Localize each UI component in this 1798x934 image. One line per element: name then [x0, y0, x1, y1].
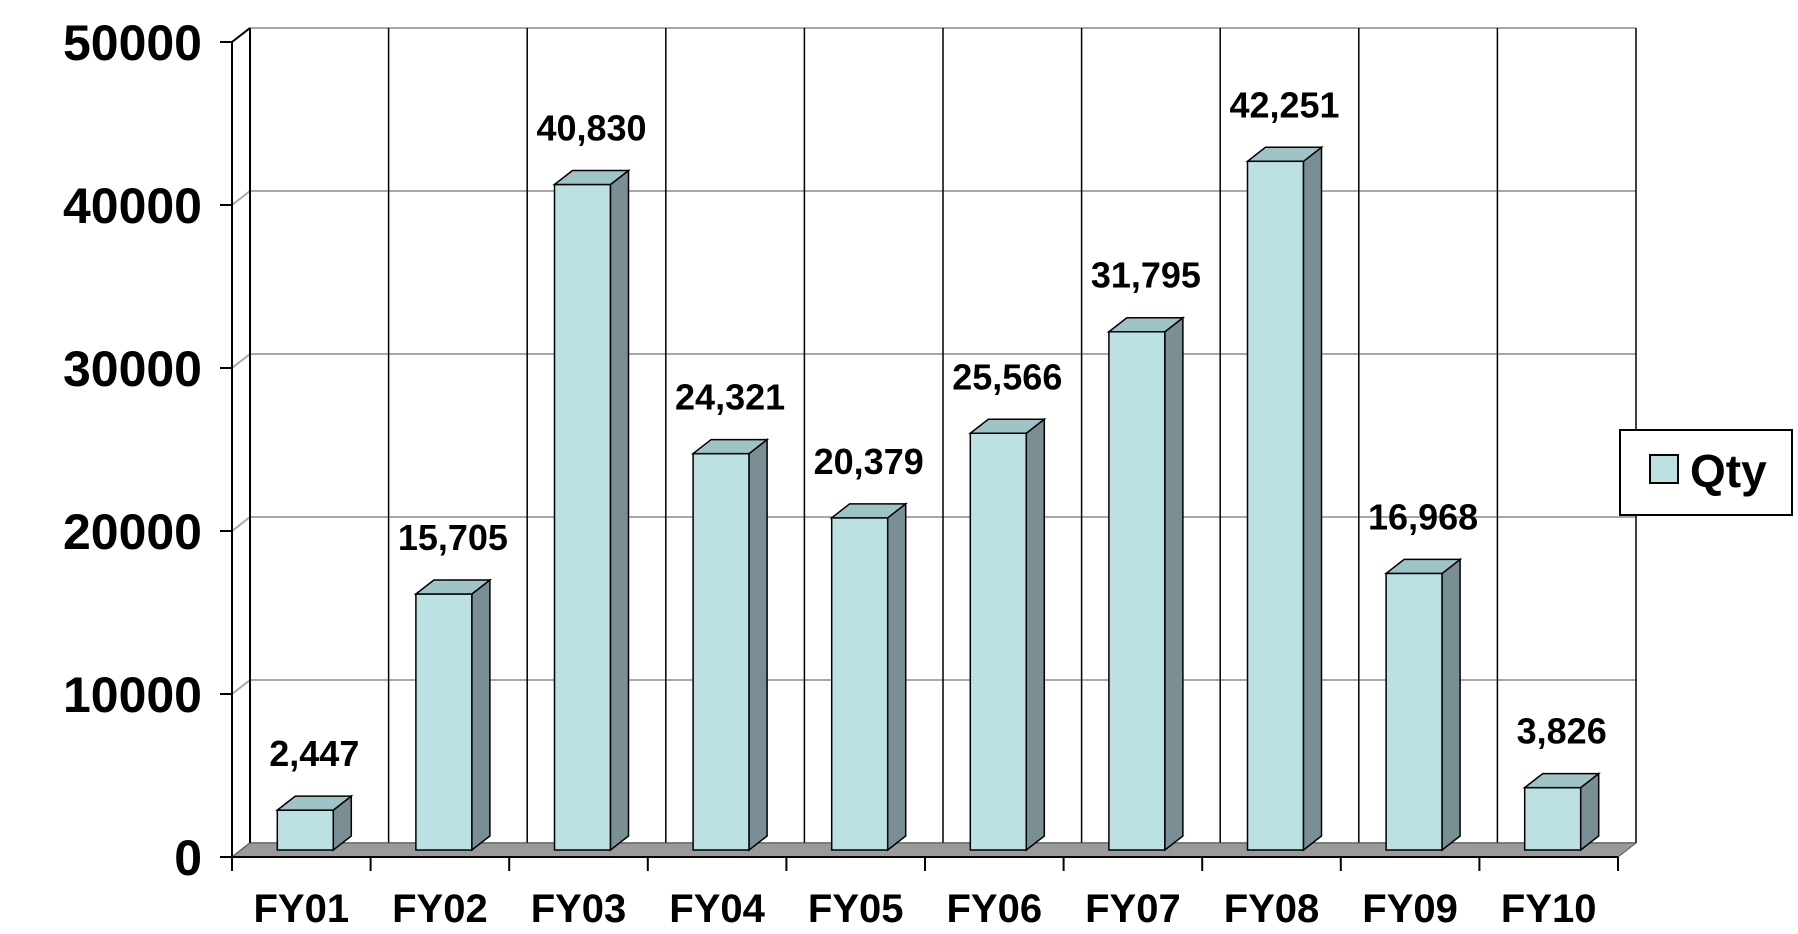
legend: Qty — [1619, 429, 1793, 516]
data-label: 25,566 — [952, 356, 1062, 397]
bars — [275, 145, 1601, 852]
x-tick-label: FY10 — [1501, 887, 1597, 931]
bar-front — [692, 452, 750, 851]
bar-side — [609, 168, 630, 852]
side-wall-top — [231, 27, 251, 43]
bar-front — [276, 809, 335, 851]
gridline-side — [231, 679, 251, 695]
x-tick-label: FY06 — [946, 887, 1042, 931]
bar-top — [1383, 558, 1463, 575]
bar — [275, 794, 354, 852]
data-label: 31,795 — [1091, 255, 1201, 296]
bar-side — [1164, 316, 1184, 852]
bar-top — [275, 795, 354, 811]
bar-top — [413, 579, 493, 595]
bar — [690, 438, 770, 852]
bar-front — [830, 517, 889, 851]
bar-top — [829, 503, 908, 519]
y-tick-label: 10000 — [63, 667, 202, 723]
data-label: 20,379 — [814, 441, 924, 482]
bar-front — [1246, 160, 1305, 851]
x-tick-label: FY02 — [392, 887, 488, 931]
x-tick-label: FY09 — [1362, 887, 1458, 931]
bar — [1383, 557, 1463, 852]
bar — [552, 168, 631, 852]
data-label: 16,968 — [1368, 496, 1478, 537]
gridline-side — [231, 516, 251, 532]
y-tick-label: 20000 — [63, 504, 202, 560]
bar-side — [1302, 145, 1323, 852]
bar-top — [1522, 772, 1601, 789]
bar-top — [552, 169, 631, 186]
bar — [829, 502, 908, 852]
x-tick-label: FY05 — [808, 887, 904, 931]
gridline-side — [231, 353, 251, 369]
x-tick-label: FY03 — [531, 887, 627, 931]
data-label: 3,826 — [1517, 711, 1607, 752]
x-tick-label: FY01 — [253, 887, 349, 931]
y-tick-label: 0 — [174, 830, 202, 886]
y-tick-label: 30000 — [63, 341, 202, 397]
bar-front — [1523, 786, 1582, 851]
y-tick-label: 40000 — [63, 178, 202, 234]
legend-box — [1619, 429, 1793, 516]
data-label: 42,251 — [1229, 84, 1339, 125]
bar — [968, 417, 1047, 852]
bar-side — [748, 438, 768, 852]
bar-top — [1106, 316, 1186, 333]
x-tick-label: FY04 — [669, 887, 765, 931]
data-label: 40,830 — [536, 107, 646, 148]
bar-top — [968, 418, 1047, 435]
y-tick-label: 50000 — [63, 15, 202, 71]
bar-front — [415, 593, 473, 851]
data-labels: 2,447 15,705 40,830 24,321 20,379 25,566 31,79… — [269, 84, 1606, 774]
x-tick-label: FY07 — [1085, 887, 1181, 931]
bar-front — [553, 183, 612, 851]
bar-front — [969, 432, 1028, 851]
bar-top — [1245, 146, 1324, 163]
data-label: 2,447 — [269, 733, 359, 774]
bar-side — [471, 578, 491, 852]
bar-side — [1441, 557, 1461, 852]
bar-front — [1108, 330, 1166, 851]
bar-side — [886, 502, 907, 852]
bar — [1522, 772, 1601, 852]
gridline-side — [231, 190, 251, 206]
y-axis: 0 10000 20000 30000 40000 50000 — [63, 15, 233, 886]
bar-top — [690, 438, 770, 455]
legend-swatch — [1649, 454, 1679, 484]
legend-label: Qty — [1690, 445, 1767, 497]
bar — [413, 578, 493, 852]
bar-front — [1385, 572, 1443, 851]
bar — [1106, 316, 1186, 852]
bar-side — [1025, 417, 1046, 852]
x-tick-label: FY08 — [1224, 887, 1320, 931]
x-axis: FY01 FY02 FY03 FY04 FY05 FY06 FY07 FY08 FY09 FY10 — [231, 856, 1619, 931]
data-label: 15,705 — [398, 517, 508, 558]
data-label: 24,321 — [675, 377, 785, 418]
bar — [1245, 145, 1324, 852]
